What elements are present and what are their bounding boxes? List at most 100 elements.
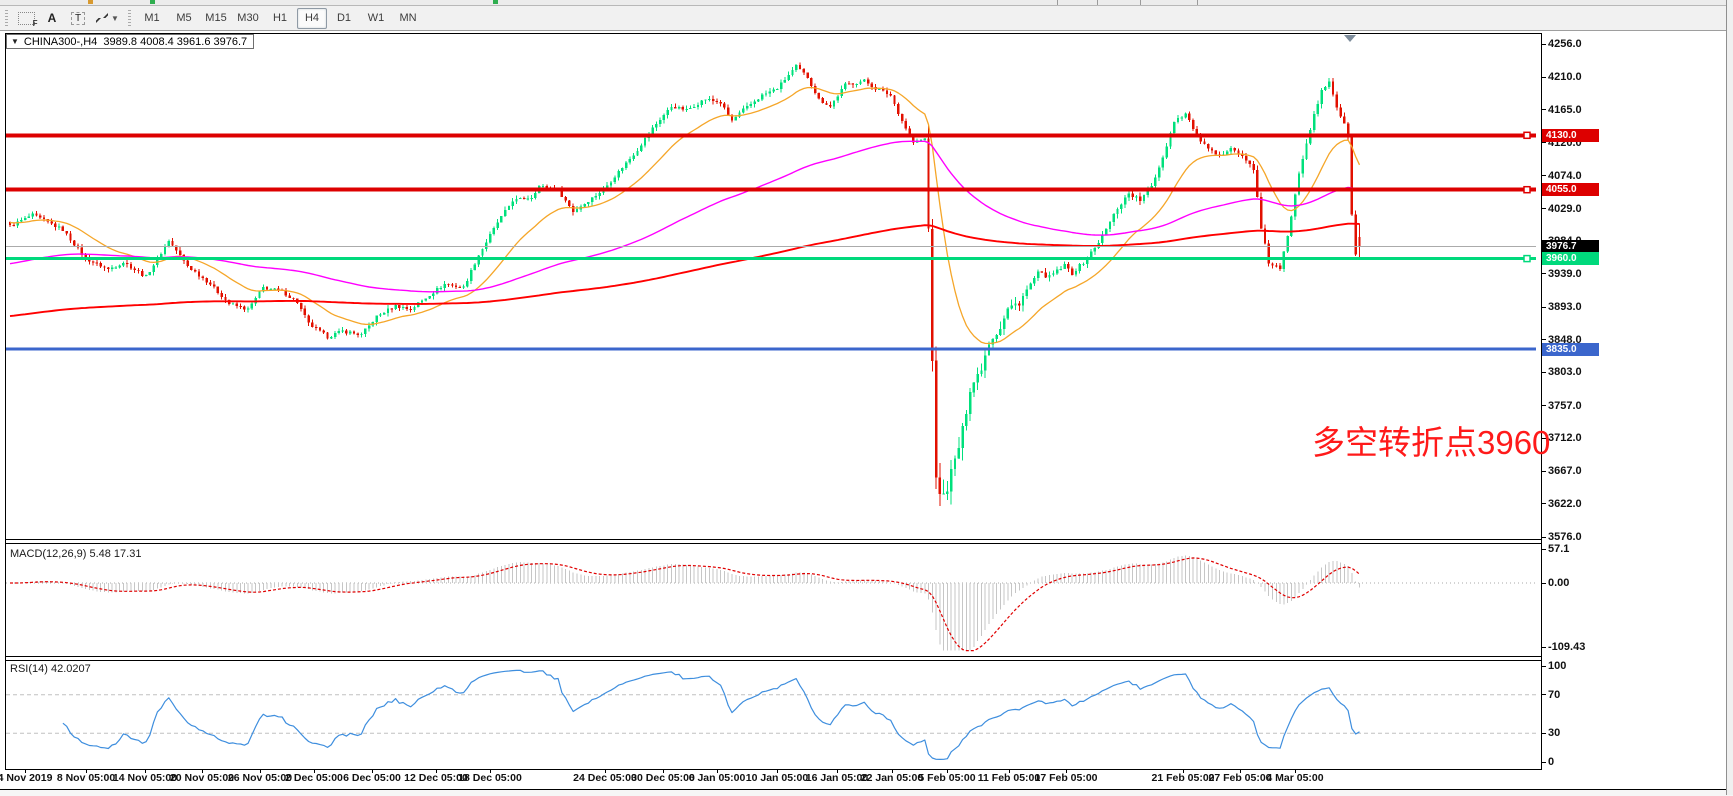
chart-shift-marker-icon[interactable] (1344, 35, 1356, 42)
date-tick (605, 769, 606, 773)
date-tick (663, 769, 664, 773)
date-label: 26 Nov 05:00 (227, 772, 293, 784)
date-label: 16 Jan 05:00 (805, 772, 869, 784)
fast-ma-line (9, 86, 1361, 345)
main-macd-separator-a[interactable] (5, 539, 1542, 540)
tab-timeframe-M1[interactable]: M1 (144, 11, 160, 24)
price-axis-tick: 4029.0 (1542, 203, 1582, 215)
rsi-pane-canvas[interactable] (0, 660, 1541, 769)
date-tick (145, 769, 146, 773)
rsi-line (62, 669, 1360, 760)
macd-rsi-separator-a[interactable] (5, 656, 1542, 657)
arrows-icon (96, 13, 109, 23)
date-tick (25, 769, 26, 773)
date-tick (1240, 769, 1241, 773)
date-label: 5 Feb 05:00 (918, 772, 976, 784)
toolbar-shadow-line (0, 30, 1733, 31)
date-tick (717, 769, 718, 773)
date-tick (202, 769, 203, 773)
chart-title-ohlc: CHINA300-,H4 3989.8 4008.4 3961.6 3976.7 (23, 35, 248, 48)
strip-separator (1197, 0, 1198, 5)
price-axis-tick: 3939.0 (1542, 268, 1582, 280)
date-tick (837, 769, 838, 773)
strip-separator (1057, 0, 1058, 5)
tab-timeframe-M5[interactable]: M5 (176, 11, 192, 24)
tab-timeframe-H4[interactable]: H4 (297, 7, 327, 29)
date-label: 11 Feb 05:00 (977, 772, 1041, 784)
date-label: 17 Feb 05:00 (1034, 772, 1098, 784)
timeframe-buttons: M1 M5 M15 M30 H1 H4 D1 W1 MN (136, 7, 424, 29)
price-axis-tick: 4074.0 (1542, 170, 1582, 182)
date-label: 6 Dec 05:00 (343, 772, 401, 784)
date-tick (372, 769, 373, 773)
date-label: 20 Nov 05:00 (169, 772, 235, 784)
macd-label: MACD(12,26,9) 5.48 17.31 (10, 548, 142, 560)
main-macd-separator-b[interactable] (5, 543, 1542, 544)
date-tick (1183, 769, 1184, 773)
rsi-label: RSI(14) 42.0207 (10, 663, 91, 675)
date-tick (86, 769, 87, 773)
macd-pane-canvas[interactable] (0, 543, 1541, 656)
main-chart-canvas[interactable] (0, 33, 1541, 539)
date-tick (314, 769, 315, 773)
candles-layer (8, 62, 1361, 507)
text-tool-button[interactable]: T (66, 8, 90, 28)
date-label: 18 Dec 05:00 (458, 772, 522, 784)
tab-timeframe-M30[interactable]: M30 (237, 11, 259, 24)
top-cutoff-strip (0, 0, 1733, 6)
price-badge-4130.0: 4130.0 (1542, 128, 1599, 142)
text-label-icon: A (47, 11, 57, 25)
text-tool-icon: T (70, 11, 86, 25)
price-axis-tick: 3803.0 (1542, 366, 1582, 378)
tab-timeframe-W1[interactable]: W1 (367, 11, 385, 24)
date-label: 12 Dec 05:00 (404, 772, 468, 784)
macd-histogram (17, 555, 1360, 651)
strip-separator (1140, 0, 1141, 5)
medium-ma-line (9, 140, 1360, 293)
toolbar-speck-orange (88, 0, 93, 4)
bottom-tab-strip (0, 789, 1733, 796)
date-tick (490, 769, 491, 773)
main-pane-top-border (5, 33, 1541, 34)
toolbar-speck-green (150, 0, 155, 4)
date-label: 27 Feb 05:00 (1208, 772, 1272, 784)
left-border (5, 33, 6, 769)
tab-timeframe-H1[interactable]: H1 (272, 11, 288, 24)
date-label: 24 Dec 05:00 (573, 772, 637, 784)
toolbar-speck-green2 (493, 0, 498, 4)
toolbar-grip[interactable] (3, 10, 10, 26)
fibonacci-icon: F (17, 11, 38, 28)
toolbar-grip-2[interactable] (126, 10, 133, 26)
date-tick (260, 769, 261, 773)
date-label: 6 Jan 05:00 (688, 772, 746, 784)
symbol-dropdown-icon[interactable]: ▼ (11, 37, 19, 46)
annotation-text[interactable]: 多空转折点3960 (1312, 424, 1551, 461)
tab-timeframe-MN[interactable]: MN (399, 11, 417, 24)
date-tick (947, 769, 948, 773)
date-tick (777, 769, 778, 773)
indicator-axis-tick: 57.1 (1542, 543, 1569, 555)
tab-timeframe-D1[interactable]: D1 (336, 11, 352, 24)
slow-ma-line (9, 222, 1360, 318)
macd-rsi-separator-b[interactable] (5, 660, 1542, 661)
tab-timeframe-M15[interactable]: M15 (205, 11, 227, 24)
date-tick (1009, 769, 1010, 773)
date-label: 4 Nov 2019 (0, 772, 53, 784)
price-badge-3960.0: 3960.0 (1542, 252, 1599, 266)
date-label: 14 Nov 05:00 (112, 772, 178, 784)
arrows-dropdown-caret[interactable]: ▼ (111, 13, 119, 23)
strip-separator (1097, 0, 1098, 5)
price-axis-tick: 3712.0 (1542, 432, 1582, 444)
fibonacci-tool-button[interactable]: F (14, 8, 38, 28)
date-label: 10 Jan 05:00 (745, 772, 809, 784)
rsi-bottom-border (5, 769, 1542, 770)
price-axis-line[interactable] (1541, 33, 1542, 769)
date-tick (436, 769, 437, 773)
indicator-axis-tick: 0.00 (1542, 577, 1569, 589)
arrows-tool-button[interactable]: ▼ (92, 8, 122, 28)
date-label: 22 Jan 05:00 (860, 772, 924, 784)
macd-signal-line (10, 557, 1360, 652)
price-badge-3976.7: 3976.7 (1542, 239, 1599, 253)
price-axis-tick: 4210.0 (1542, 71, 1582, 83)
text-label-tool-button[interactable]: A (40, 8, 64, 28)
